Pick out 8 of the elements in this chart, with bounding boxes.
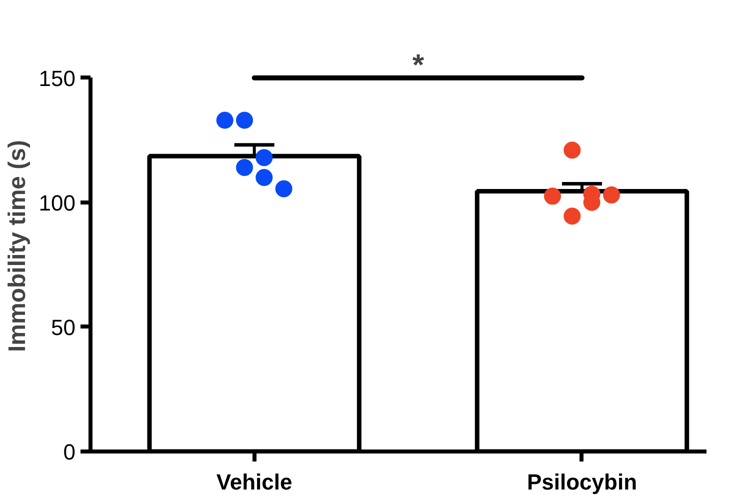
y-axis-title: Immobility time (s) (4, 140, 31, 352)
y-tick-label: 0 (63, 440, 76, 464)
y-tick-label: 50 (51, 314, 76, 340)
y-tick-label: 150 (38, 66, 76, 91)
y-tick-label: 100 (38, 190, 76, 216)
annotation: * (412, 48, 424, 82)
x-tick-label: Psilocybin (526, 470, 638, 494)
x-tick-label: Vehicle (216, 470, 292, 494)
